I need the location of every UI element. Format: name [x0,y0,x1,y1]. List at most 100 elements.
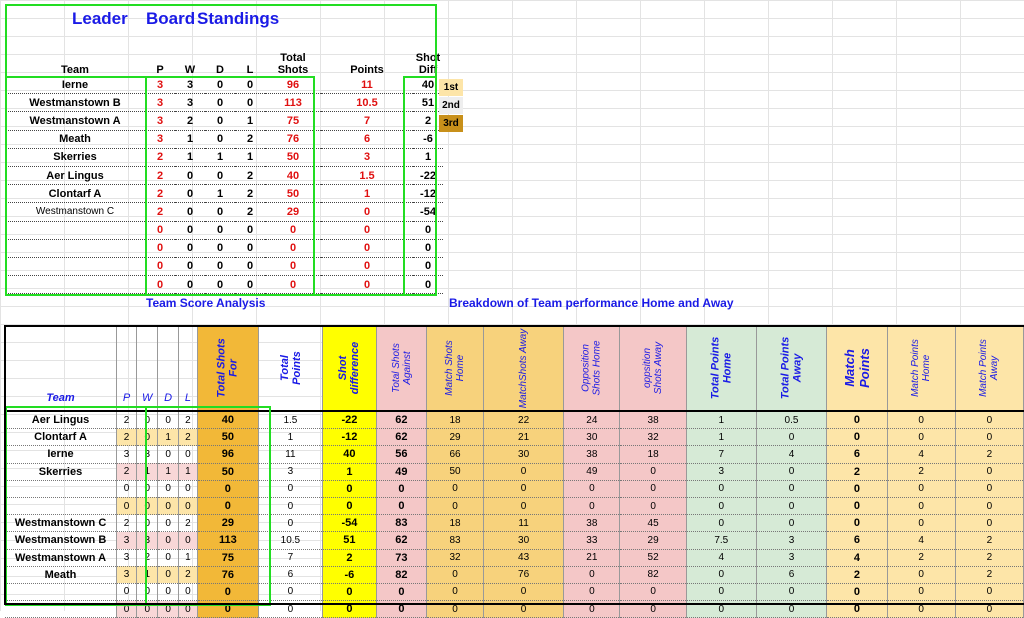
analysis-cell-tp[interactable]: 1 [258,428,324,447]
analysis-cell-msh[interactable]: 0 [426,566,484,584]
analysis-cell-w[interactable]: 0 [136,583,159,602]
analysis-cell-tpa[interactable]: 0 [756,480,828,498]
analysis-cell-mpa[interactable]: 0 [955,428,1024,447]
leaderboard-cell-pts[interactable]: 11 [321,76,413,95]
analysis-cell-msh[interactable]: 0 [426,583,484,602]
analysis-cell-tsf[interactable]: 75 [197,549,259,567]
analysis-cell-tpa[interactable]: 0 [756,514,828,533]
leaderboard-cell-team[interactable] [5,221,145,240]
analysis-cell-msh[interactable]: 0 [426,480,484,498]
analysis-cell-tsf[interactable]: 50 [197,428,259,447]
analysis-cell-osh[interactable]: 24 [563,411,621,430]
leaderboard-cell-pts[interactable]: 1.5 [321,166,413,186]
analysis-cell-tpa[interactable]: 4 [756,445,828,464]
analysis-cell-tp[interactable]: 11 [258,445,324,464]
analysis-cell-mp[interactable]: 6 [826,531,888,550]
analysis-cell-osh[interactable]: 0 [563,480,621,498]
analysis-cell-mpa[interactable]: 0 [955,411,1024,430]
analysis-cell-sd[interactable]: 2 [322,549,377,567]
analysis-cell-tsa[interactable]: 49 [376,463,428,481]
analysis-cell-sd[interactable]: -6 [322,566,377,584]
analysis-cell-d[interactable]: 0 [157,549,179,567]
analysis-cell-sd[interactable]: 0 [322,480,377,498]
analysis-cell-osh[interactable]: 30 [563,428,621,447]
analysis-cell-mp[interactable]: 0 [826,600,888,618]
analysis-cell-team[interactable]: Westmanstown C [5,514,118,533]
leaderboard-cell-sd[interactable]: 0 [413,221,443,240]
analysis-cell-tsa[interactable]: 0 [376,497,428,516]
analysis-cell-tsa[interactable]: 0 [376,583,428,602]
leaderboard-cell-w[interactable]: 0 [175,275,205,295]
analysis-cell-mpa[interactable]: 0 [955,480,1024,498]
analysis-cell-sd[interactable]: 0 [322,600,377,618]
analysis-cell-osh[interactable]: 49 [563,463,621,481]
analysis-cell-osa[interactable]: 0 [619,497,687,516]
leaderboard-cell-l[interactable]: 2 [235,130,265,149]
analysis-cell-mp[interactable]: 6 [826,445,888,464]
analysis-cell-l[interactable]: 1 [178,549,199,567]
analysis-cell-osh[interactable]: 0 [563,583,621,602]
analysis-cell-l[interactable]: 2 [178,411,199,430]
leaderboard-cell-w[interactable]: 2 [175,111,205,131]
leaderboard-cell-ts[interactable]: 96 [265,76,321,95]
analysis-cell-p[interactable]: 2 [116,428,138,447]
analysis-cell-mp[interactable]: 4 [826,549,888,567]
analysis-cell-osa[interactable]: 82 [619,566,687,584]
analysis-cell-tsf[interactable]: 0 [197,600,259,618]
leaderboard-cell-team[interactable]: Westmanstown C [5,202,145,222]
leaderboard-cell-w[interactable]: 1 [175,148,205,167]
analysis-cell-tsa[interactable]: 82 [376,566,428,584]
analysis-cell-osa[interactable]: 32 [619,428,687,447]
analysis-cell-w[interactable]: 0 [136,411,159,430]
analysis-cell-w[interactable]: 0 [136,480,159,498]
leaderboard-cell-p[interactable]: 3 [145,76,175,95]
analysis-cell-tsa[interactable]: 62 [376,411,428,430]
analysis-cell-osh[interactable]: 0 [563,600,621,618]
analysis-cell-tsf[interactable]: 113 [197,531,259,550]
leaderboard-cell-w[interactable]: 3 [175,76,205,95]
analysis-cell-sd[interactable]: -22 [322,411,377,430]
leaderboard-cell-sd[interactable]: -6 [413,130,443,149]
leaderboard-cell-team[interactable]: Skerries [5,148,145,167]
analysis-cell-mpa[interactable]: 0 [955,514,1024,533]
analysis-cell-osa[interactable]: 0 [619,463,687,481]
analysis-cell-msh[interactable]: 83 [426,531,484,550]
leaderboard-cell-pts[interactable]: 0 [321,202,413,222]
analysis-cell-d[interactable]: 0 [157,480,179,498]
leaderboard-cell-l[interactable]: 0 [235,221,265,240]
analysis-cell-l[interactable]: 0 [178,531,199,550]
analysis-cell-tp[interactable]: 3 [258,463,324,481]
analysis-cell-mp[interactable]: 0 [826,480,888,498]
analysis-cell-tph[interactable]: 7 [686,445,757,464]
analysis-cell-msa[interactable]: 0 [483,583,565,602]
analysis-cell-mph[interactable]: 4 [887,445,956,464]
analysis-cell-tsa[interactable]: 62 [376,531,428,550]
leaderboard-cell-pts[interactable]: 7 [321,111,413,131]
analysis-cell-msa[interactable]: 30 [483,445,565,464]
analysis-cell-d[interactable]: 0 [157,600,179,618]
analysis-cell-mpa[interactable]: 2 [955,531,1024,550]
analysis-cell-p[interactable]: 2 [116,463,138,481]
leaderboard-cell-ts[interactable]: 40 [265,166,321,186]
analysis-cell-tsf[interactable]: 50 [197,463,259,481]
analysis-cell-d[interactable]: 0 [157,566,179,584]
leaderboard-cell-d[interactable]: 0 [205,111,235,131]
analysis-cell-mph[interactable]: 0 [887,583,956,602]
analysis-cell-tpa[interactable]: 0 [756,428,828,447]
analysis-cell-tph[interactable]: 0 [686,514,757,533]
leaderboard-cell-l[interactable]: 0 [235,275,265,295]
analysis-cell-p[interactable]: 3 [116,531,138,550]
leaderboard-cell-w[interactable]: 0 [175,202,205,222]
analysis-cell-tpa[interactable]: 0 [756,600,828,618]
analysis-cell-mpa[interactable]: 2 [955,566,1024,584]
leaderboard-cell-w[interactable]: 3 [175,93,205,113]
analysis-cell-mpa[interactable]: 0 [955,497,1024,516]
analysis-cell-p[interactable]: 3 [116,566,138,584]
analysis-cell-d[interactable]: 1 [157,428,179,447]
analysis-cell-tsf[interactable]: 40 [197,411,259,430]
leaderboard-cell-l[interactable]: 0 [235,257,265,277]
analysis-cell-sd[interactable]: 0 [322,497,377,516]
leaderboard-cell-d[interactable]: 0 [205,166,235,186]
leaderboard-cell-w[interactable]: 0 [175,257,205,277]
analysis-cell-osa[interactable]: 45 [619,514,687,533]
